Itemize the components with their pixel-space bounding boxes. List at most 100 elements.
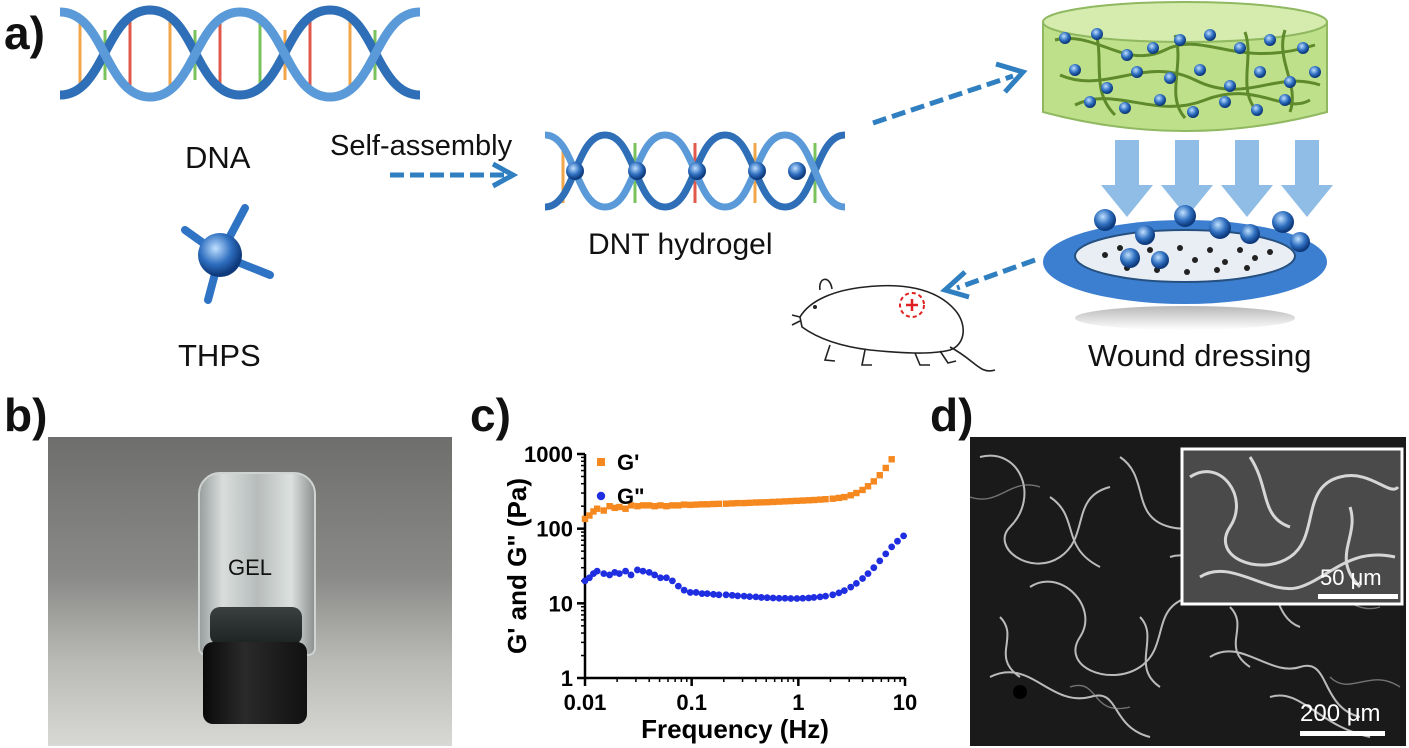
g-prime-point bbox=[698, 501, 706, 508]
g-prime-point bbox=[687, 501, 694, 509]
g-prime-point bbox=[775, 498, 783, 505]
g-prime-point bbox=[675, 502, 682, 509]
g-prime-point bbox=[616, 503, 623, 511]
g-double-prime-point bbox=[593, 567, 601, 575]
g-prime-point bbox=[752, 499, 760, 506]
g-prime-point bbox=[657, 502, 664, 509]
inset-scale-bar bbox=[1318, 594, 1398, 599]
g-double-prime-point bbox=[816, 593, 824, 601]
g-double-prime-point bbox=[864, 570, 872, 578]
g-double-prime-point bbox=[680, 586, 688, 594]
dnt-hydrogel-helix bbox=[545, 131, 845, 211]
g-double-prime-point bbox=[799, 594, 807, 602]
g-double-prime-point bbox=[752, 593, 760, 601]
g-double-prime-point bbox=[634, 566, 641, 574]
g-prime-point bbox=[816, 496, 824, 503]
g-double-prime-point bbox=[703, 590, 711, 598]
thps-label: THPS bbox=[178, 338, 261, 373]
g-double-prime-point bbox=[757, 594, 765, 601]
legend-marker-g-prime bbox=[597, 458, 605, 466]
g-prime-point bbox=[722, 500, 730, 507]
g-prime-point bbox=[611, 504, 618, 512]
g-prime-point bbox=[864, 483, 872, 490]
g-prime-point bbox=[805, 497, 812, 504]
thps-molecule-icon bbox=[181, 204, 274, 304]
dna-helix-illustration bbox=[60, 5, 420, 102]
g-double-prime-point bbox=[859, 575, 866, 582]
g-prime-point bbox=[870, 478, 878, 485]
g-prime-point bbox=[829, 495, 836, 502]
g-double-prime-point bbox=[674, 582, 682, 590]
g-double-prime-point bbox=[769, 594, 777, 602]
x-tick-label: 10 bbox=[893, 690, 917, 715]
g-double-prime-point bbox=[810, 594, 818, 601]
g-double-prime-point bbox=[805, 594, 813, 602]
application-arrows bbox=[1101, 140, 1333, 217]
x-tick-label: 0.01 bbox=[564, 690, 607, 715]
legend-label: G" bbox=[617, 484, 645, 509]
panel-c-label: c) bbox=[470, 389, 511, 441]
gel-vial-photo: GEL bbox=[48, 437, 452, 746]
g-double-prime-point bbox=[686, 589, 694, 596]
arrow-to-gel bbox=[872, 61, 1028, 126]
g-double-prime-point bbox=[627, 571, 635, 579]
g-double-prime-point bbox=[715, 591, 723, 599]
g-double-prime-point bbox=[793, 595, 801, 602]
g-double-prime-point bbox=[876, 557, 884, 565]
g-prime-point bbox=[622, 505, 629, 512]
g-double-prime-point bbox=[829, 591, 837, 599]
panel-a-label: a) bbox=[4, 7, 45, 59]
dna-label: DNA bbox=[185, 140, 251, 175]
g-prime-point bbox=[590, 508, 597, 515]
g-double-prime-point bbox=[600, 570, 608, 578]
g-double-prime-point bbox=[781, 594, 789, 602]
g-double-prime-point bbox=[606, 571, 613, 579]
g-prime-point bbox=[639, 502, 647, 509]
g-prime-point bbox=[859, 486, 866, 494]
g-prime-point bbox=[876, 472, 883, 479]
x-tick-label: 0.1 bbox=[676, 690, 707, 715]
y-tick-label: 1000 bbox=[524, 442, 573, 467]
main-scale-bar bbox=[1300, 731, 1385, 736]
g-double-prime-point bbox=[663, 574, 670, 582]
g-prime-point bbox=[799, 497, 806, 504]
x-axis-title: Frequency (Hz) bbox=[641, 714, 829, 744]
legend-marker-g-double-prime bbox=[596, 491, 606, 501]
g-double-prime-point bbox=[669, 577, 676, 585]
g-double-prime-point bbox=[775, 594, 783, 602]
y-tick-label: 100 bbox=[536, 517, 573, 542]
g-prime-point bbox=[651, 502, 658, 510]
inset-scale-label: 50 μm bbox=[1320, 565, 1382, 590]
g-prime-point bbox=[710, 500, 717, 508]
panel-d-label: d) bbox=[930, 389, 974, 441]
g-double-prime-point bbox=[900, 532, 907, 540]
g-double-prime-point bbox=[787, 595, 795, 602]
g-prime-point bbox=[740, 499, 748, 507]
g-double-prime-point bbox=[734, 592, 742, 600]
g-double-prime-point bbox=[615, 570, 623, 578]
y-tick-label: 10 bbox=[549, 591, 573, 616]
g-prime-point bbox=[600, 507, 607, 514]
g-prime-point bbox=[853, 489, 860, 497]
g-prime-point bbox=[787, 497, 795, 505]
g-double-prime-point bbox=[870, 564, 878, 572]
g-double-prime-point bbox=[622, 567, 629, 575]
g-double-prime-point bbox=[722, 591, 730, 599]
g-prime-point bbox=[781, 498, 789, 505]
g-prime-point bbox=[758, 499, 765, 506]
g-prime-point bbox=[769, 498, 777, 506]
self-assembly-arrow bbox=[390, 161, 519, 189]
g-double-prime-point bbox=[763, 594, 771, 602]
g-double-prime-point bbox=[822, 592, 829, 600]
g-prime-point bbox=[888, 456, 895, 463]
hydrogel-network-cylinder bbox=[1042, 1, 1328, 132]
g-prime-point bbox=[680, 501, 688, 508]
g-prime-point bbox=[822, 496, 829, 503]
g-prime-point bbox=[646, 502, 653, 509]
g-double-prime-point bbox=[847, 583, 855, 591]
g-prime-point bbox=[729, 500, 736, 507]
arrow-to-mouse bbox=[939, 257, 1036, 300]
x-tick-label: 1 bbox=[792, 690, 804, 715]
g-prime-point bbox=[586, 512, 593, 519]
g-prime-point bbox=[704, 501, 711, 508]
